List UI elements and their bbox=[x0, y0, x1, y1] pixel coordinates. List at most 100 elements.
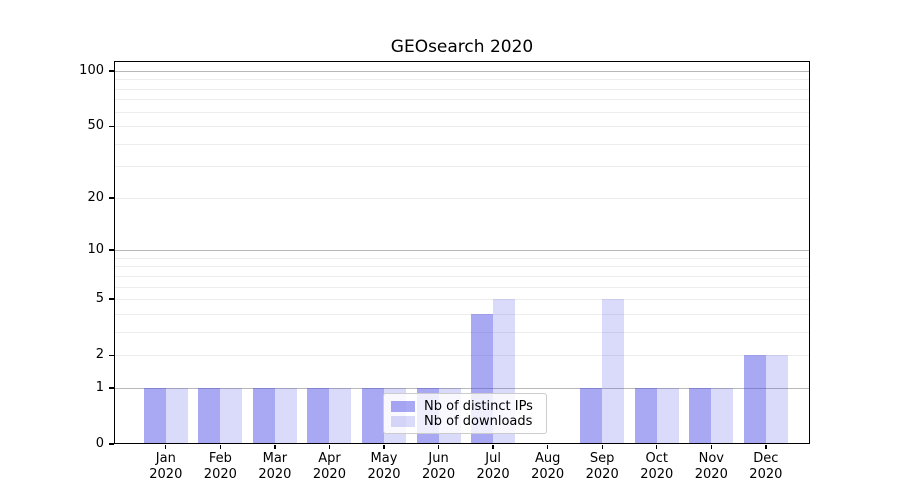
x-axis-label-year: 2020 bbox=[203, 467, 237, 482]
y-axis-tick bbox=[109, 443, 114, 445]
x-axis-tick bbox=[492, 444, 494, 449]
x-axis-label-month: Sep bbox=[589, 451, 615, 466]
bar-downloads-dec bbox=[765, 355, 788, 444]
x-axis-label-year: 2020 bbox=[640, 467, 674, 482]
x-axis-label-month: Jun bbox=[428, 451, 449, 466]
x-axis-label-year: 2020 bbox=[749, 467, 783, 482]
y-axis-label: 5 bbox=[95, 291, 104, 307]
x-axis-tick bbox=[656, 444, 658, 449]
y-axis-label: 100 bbox=[79, 63, 104, 78]
bar-distinct-ips-mar bbox=[252, 387, 275, 444]
bar-distinct-ips-sep bbox=[580, 387, 603, 444]
x-axis-label: Jan 2020 bbox=[134, 451, 198, 483]
y-axis-tick bbox=[109, 354, 114, 356]
x-axis-label-year: 2020 bbox=[585, 467, 619, 482]
major-gridline bbox=[114, 71, 810, 72]
bar-downloads-nov bbox=[711, 387, 734, 444]
x-axis-label-month: Jul bbox=[485, 451, 501, 466]
x-axis-label-month: Jan bbox=[155, 451, 176, 466]
minor-gridline bbox=[114, 313, 810, 315]
bar-downloads-sep bbox=[602, 299, 625, 444]
x-axis-label: May 2020 bbox=[352, 451, 416, 483]
x-axis-label-month: Aug bbox=[534, 451, 561, 466]
x-axis-label: Sep 2020 bbox=[570, 451, 634, 483]
x-axis-label: Aug 2020 bbox=[516, 451, 580, 483]
x-axis-label: Feb 2020 bbox=[188, 451, 252, 483]
x-axis-label-month: Oct bbox=[645, 451, 668, 466]
legend-item-distinct-ips: Nb of distinct IPs bbox=[391, 400, 538, 413]
y-axis-tick bbox=[109, 249, 114, 251]
x-axis-tick bbox=[383, 444, 385, 449]
y-axis-tick bbox=[109, 70, 114, 72]
x-axis-label-year: 2020 bbox=[694, 467, 728, 482]
minor-gridline bbox=[114, 331, 810, 333]
chart-title: GEOsearch 2020 bbox=[390, 37, 534, 57]
x-axis-label: Mar 2020 bbox=[243, 451, 307, 483]
y-axis-label: 1 bbox=[95, 379, 104, 395]
minor-gridline bbox=[114, 143, 810, 145]
legend-swatch-downloads bbox=[391, 416, 415, 427]
x-axis-label-month: Mar bbox=[262, 451, 288, 466]
bar-downloads-apr bbox=[329, 387, 352, 444]
bar-downloads-jan bbox=[165, 387, 188, 444]
bar-downloads-mar bbox=[274, 387, 297, 444]
minor-gridline bbox=[114, 257, 810, 259]
y-axis-tick bbox=[109, 197, 114, 199]
y-axis-tick bbox=[109, 125, 114, 127]
legend: Nb of distinct IPs Nb of downloads bbox=[383, 393, 547, 434]
bar-downloads-feb bbox=[220, 387, 243, 444]
bar-distinct-ips-nov bbox=[689, 387, 712, 444]
y-axis-label: 10 bbox=[87, 242, 104, 258]
bar-distinct-ips-dec bbox=[743, 355, 766, 444]
bar-distinct-ips-may bbox=[362, 387, 384, 444]
x-axis-label: Nov 2020 bbox=[679, 451, 743, 483]
minor-gridline bbox=[114, 99, 810, 101]
x-axis-label-month: May bbox=[370, 451, 398, 466]
minor-gridline bbox=[114, 266, 810, 268]
x-axis-tick bbox=[601, 444, 603, 449]
y-axis-label: 50 bbox=[87, 118, 104, 134]
minor-gridline bbox=[114, 111, 810, 113]
minor-gridline bbox=[114, 275, 810, 277]
x-axis-label: Jul 2020 bbox=[461, 451, 525, 483]
minor-gridline bbox=[114, 79, 810, 81]
bar-distinct-ips-apr bbox=[307, 387, 330, 444]
x-axis-tick bbox=[219, 444, 222, 449]
x-axis-tick bbox=[437, 444, 440, 449]
x-axis-label-year: 2020 bbox=[367, 467, 401, 482]
x-axis-label-month: Nov bbox=[698, 451, 724, 466]
minor-gridline bbox=[114, 88, 810, 90]
minor-gridline bbox=[114, 286, 810, 288]
bar-distinct-ips-jan bbox=[143, 387, 166, 444]
minor-gridline bbox=[114, 126, 810, 128]
bar-distinct-ips-feb bbox=[198, 387, 221, 444]
x-axis-tick bbox=[328, 444, 331, 449]
y-axis-label: 20 bbox=[87, 189, 104, 205]
x-axis-label: Dec 2020 bbox=[734, 451, 798, 483]
minor-gridline bbox=[114, 197, 810, 199]
major-gridline bbox=[114, 387, 810, 389]
x-axis-label: Oct 2020 bbox=[625, 451, 689, 483]
x-axis-label-month: Feb bbox=[208, 451, 232, 466]
y-axis-tick bbox=[109, 298, 114, 300]
x-axis-label-year: 2020 bbox=[149, 467, 183, 482]
minor-gridline bbox=[114, 355, 810, 357]
legend-label-downloads: Nb of downloads bbox=[424, 414, 533, 429]
x-axis-label-year: 2020 bbox=[422, 467, 456, 482]
x-axis-tick bbox=[710, 444, 712, 449]
x-axis-label: Jun 2020 bbox=[407, 451, 471, 483]
y-axis-tick bbox=[109, 387, 114, 389]
x-axis-tick bbox=[165, 444, 167, 449]
x-axis-label-month: Apr bbox=[318, 451, 341, 466]
x-axis-tick bbox=[274, 444, 276, 449]
legend-item-downloads: Nb of downloads bbox=[391, 415, 538, 428]
x-axis-label-month: Dec bbox=[753, 451, 779, 466]
legend-label-distinct-ips: Nb of distinct IPs bbox=[424, 399, 533, 414]
legend-swatch-distinct-ips bbox=[391, 401, 415, 412]
x-axis-label: Apr 2020 bbox=[297, 451, 361, 483]
x-axis-label-year: 2020 bbox=[258, 467, 292, 482]
minor-gridline bbox=[114, 299, 810, 301]
bar-distinct-ips-oct bbox=[634, 387, 657, 444]
x-axis-label-year: 2020 bbox=[531, 467, 565, 482]
x-axis-tick bbox=[765, 444, 767, 449]
